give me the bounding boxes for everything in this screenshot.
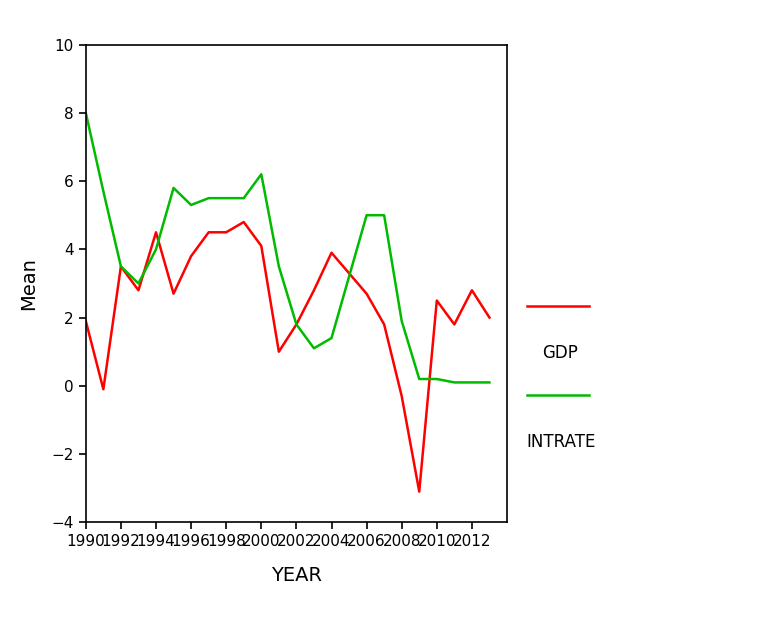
Text: INTRATE: INTRATE	[526, 433, 596, 451]
Y-axis label: Mean: Mean	[19, 257, 37, 310]
X-axis label: YEAR: YEAR	[271, 566, 322, 585]
Text: GDP: GDP	[542, 344, 578, 362]
